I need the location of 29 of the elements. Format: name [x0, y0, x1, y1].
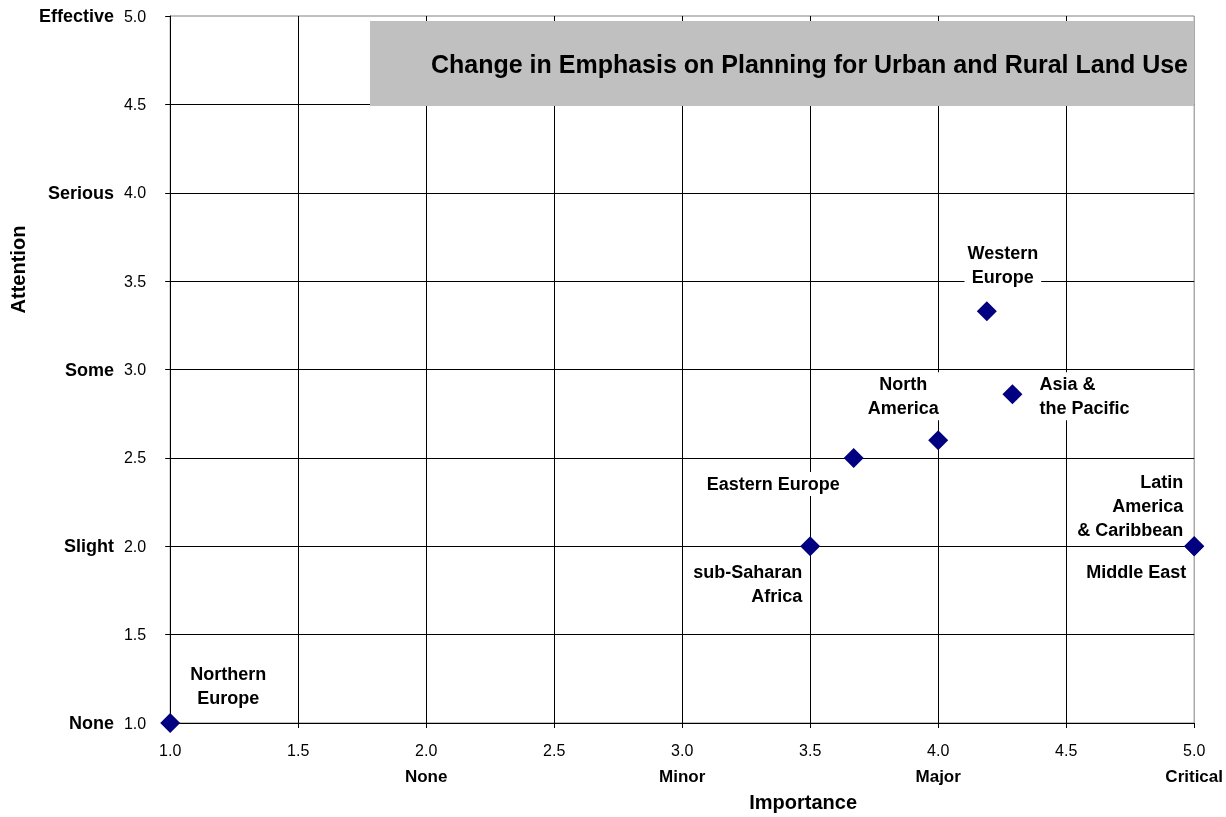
- series-label: Latin America & Caribbean: [1077, 472, 1185, 541]
- y-tick-label: 3.5: [123, 272, 147, 290]
- x-tick-label: 4.0 Major: [915, 741, 962, 786]
- y-tick-label: None 1.0: [68, 713, 147, 733]
- x-tick-label: 2.0 None: [404, 741, 448, 786]
- y-tick-label: 2.5: [123, 449, 147, 467]
- x-tick-label: 3.0 Minor: [659, 741, 706, 786]
- x-tick-label: 5.0 Critical: [1165, 741, 1223, 786]
- series-label: Asia & the Pacific: [1039, 374, 1130, 419]
- text: Change in Emphasis on Planning for Urban and Rural Land Use: [430, 49, 1189, 78]
- x-tick-label: 1.5: [287, 741, 310, 759]
- series-label: sub-Saharan Africa: [693, 562, 804, 607]
- y-tick-label: Some 3.0: [64, 359, 147, 380]
- y-tick-label: Slight 2.0: [63, 536, 147, 557]
- series-label: Middle East: [1086, 562, 1187, 583]
- y-tick-label: Serious 4.0: [47, 182, 147, 203]
- series-label: Western Europe: [967, 243, 1039, 288]
- y-tick-label: Effective 5.0: [38, 6, 147, 26]
- x-tick-label: 4.5: [1055, 741, 1078, 759]
- series-label: Eastern Europe: [706, 473, 840, 494]
- y-tick-label: 1.5: [123, 626, 147, 644]
- x-axis-title: Importance: [749, 791, 858, 813]
- x-tick-label: 2.5: [543, 741, 566, 759]
- x-tick-label: 1.0: [159, 741, 182, 759]
- y-tick-label: 4.5: [123, 95, 147, 113]
- series-label: Northern Europe: [190, 664, 267, 708]
- x-tick-label: 3.5: [799, 741, 822, 759]
- series-label: North America: [867, 374, 940, 419]
- y-axis-title: Attention: [7, 225, 29, 314]
